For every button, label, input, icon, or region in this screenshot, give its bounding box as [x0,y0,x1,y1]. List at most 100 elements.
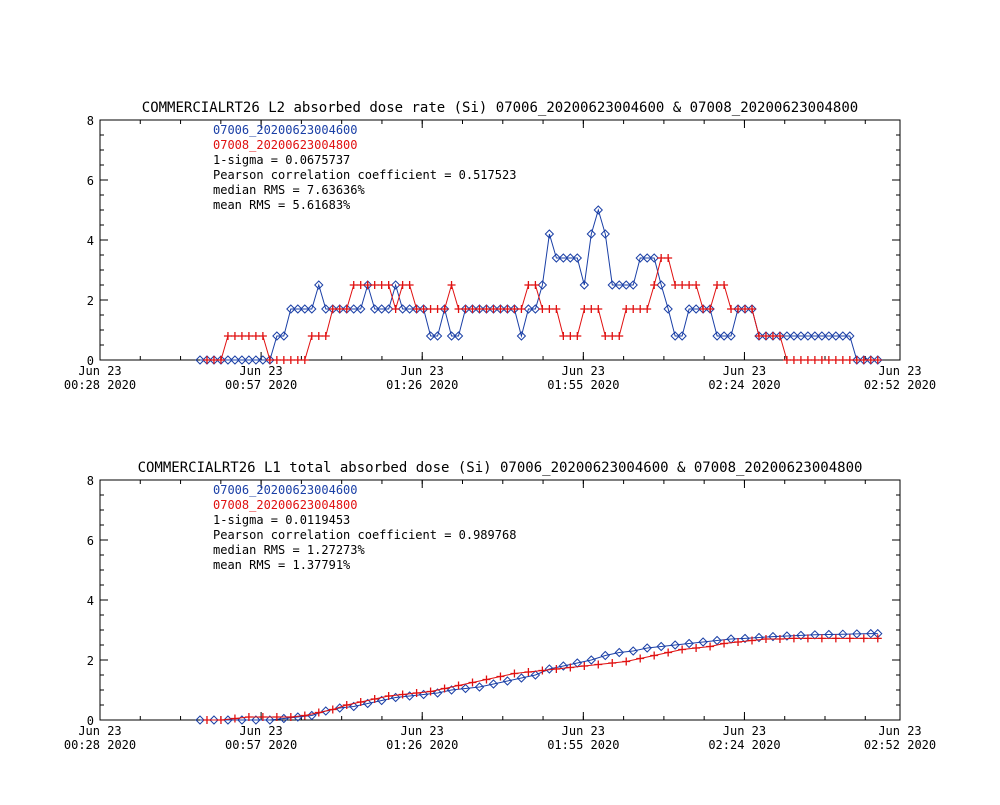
x-tick-label: 01:26 2020 [386,378,458,392]
x-tick-label: Jun 23 [239,724,282,738]
data-point-plus [419,305,428,313]
data-point-plus [803,356,812,364]
data-point-plus [678,645,687,654]
data-point-diamond [628,646,638,656]
data-point-plus [552,665,561,673]
data-point-diamond [642,253,652,263]
data-point-plus [398,281,407,289]
data-point-plus [615,332,624,340]
data-point-diamond [376,695,387,706]
data-point-diamond [586,229,597,239]
data-point-plus [831,356,840,364]
data-point-plus [328,305,337,313]
data-point-plus [664,254,673,262]
data-point-diamond [237,715,247,725]
data-point-diamond [349,701,359,712]
data-point-diamond [593,205,603,215]
x-tick-label: Jun 23 [723,724,766,738]
data-point-plus [845,634,854,643]
data-point-diamond [356,304,366,314]
data-point-plus [608,332,617,340]
data-point-diamond [544,664,555,674]
x-tick-label: 00:28 2020 [64,738,136,752]
x-tick-label: 01:55 2020 [547,378,619,392]
data-point-diamond [362,698,373,709]
data-point-plus [258,713,267,721]
data-point-plus [817,356,826,364]
data-point-diamond [488,679,499,689]
data-point-diamond [782,631,792,641]
data-point-plus [524,668,533,676]
stat-annotation: mean RMS = 1.37791% [213,558,351,572]
x-tick-label: Jun 23 [562,724,605,738]
data-point-plus [496,672,505,681]
data-point-diamond [740,633,750,644]
data-point-plus [573,332,582,340]
data-point-diamond [251,715,261,725]
data-point-diamond [530,670,541,680]
data-point-diamond [314,280,324,290]
data-point-diamond [418,689,429,700]
data-point-plus [859,356,868,364]
series-line-2 [207,637,878,721]
data-point-diamond [866,628,876,639]
x-tick-label: 00:57 2020 [225,738,297,752]
data-point-diamond [628,280,638,290]
data-point-plus [489,305,498,313]
data-point-plus [307,332,316,340]
data-point-plus [412,689,421,697]
data-point-plus [300,711,309,720]
data-point-plus [517,305,526,313]
data-point-plus [230,714,239,723]
data-point-plus [342,701,351,709]
data-point-plus [671,281,680,289]
series-line-1 [200,633,878,721]
data-point-plus [706,305,715,313]
data-point-diamond [579,280,590,290]
legend-series-2: 07008_20200623004800 [213,138,358,152]
data-point-plus [803,634,812,643]
data-point-plus [293,356,302,364]
data-point-diamond [272,331,282,341]
stat-annotation: 1-sigma = 0.0675737 [213,153,350,167]
legend-series-2: 07008_20200623004800 [213,498,358,512]
data-point-diamond [432,688,443,698]
data-point-diamond [845,331,855,341]
chart-title: COMMERCIALRT26 L2 absorbed dose rate (Si… [142,100,858,116]
data-point-diamond [838,331,848,341]
data-point-plus [636,305,645,313]
data-point-plus [426,305,435,313]
data-point-diamond [684,638,694,649]
data-point-diamond [195,355,205,365]
data-point-plus [531,281,540,289]
data-point-plus [314,332,323,340]
data-point-diamond [502,676,513,686]
x-tick-label: Jun 23 [401,724,444,738]
data-point-plus [356,281,365,289]
data-point-diamond [824,331,834,341]
data-point-plus [230,332,239,340]
data-point-diamond [719,331,729,341]
data-point-diamond [698,637,708,647]
data-point-plus [810,356,819,364]
data-point-diamond [670,640,680,650]
data-point-plus [629,305,638,313]
data-point-diamond [656,280,666,290]
data-point-plus [461,305,470,313]
data-point-plus [650,281,659,289]
data-point-diamond [223,355,233,365]
x-tick-label: 01:26 2020 [386,738,458,752]
data-point-plus [440,684,449,693]
data-point-plus [538,666,547,675]
data-point-plus [468,305,477,313]
data-point-diamond [831,331,841,341]
data-point-diamond [789,331,799,341]
data-point-diamond [551,253,562,263]
data-point-plus [650,651,659,660]
data-point-diamond [614,280,624,290]
y-tick-label: 2 [87,294,94,308]
data-point-plus [734,305,743,313]
y-tick-label: 0 [87,714,94,728]
y-tick-label: 6 [87,534,94,548]
